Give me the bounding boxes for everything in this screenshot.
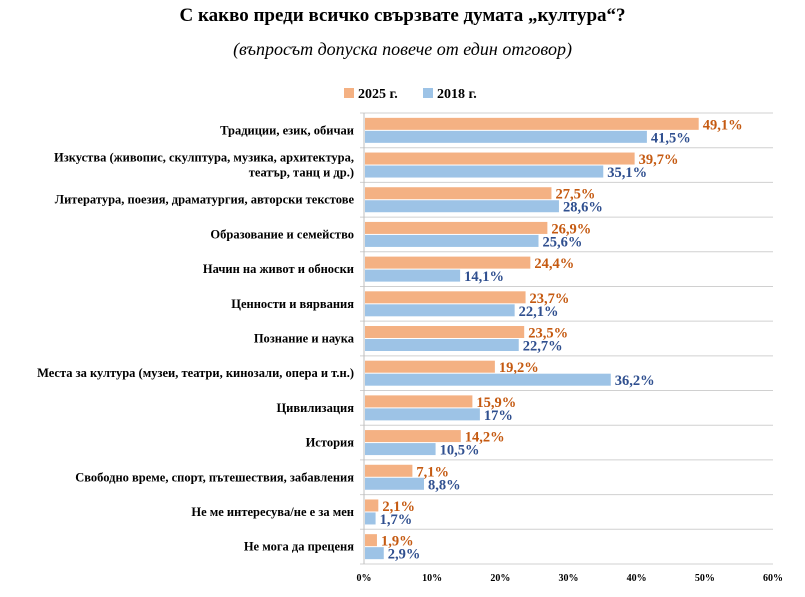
category-label: Литература, поезия, драматургия, авторск… xyxy=(55,193,355,207)
bar-2025 xyxy=(365,152,635,165)
bar-2018 xyxy=(365,269,461,282)
data-label-2018: 22,1% xyxy=(519,304,559,320)
bar-2025 xyxy=(365,326,525,338)
data-label-2025: 39,7% xyxy=(639,152,679,168)
data-label-2018: 35,1% xyxy=(607,165,647,181)
data-label-2025: 49,1% xyxy=(703,117,743,133)
category-label: Начин на живот и обноски xyxy=(203,262,354,276)
bar-2018 xyxy=(365,373,611,386)
bar-2018 xyxy=(365,200,559,213)
data-label-2025: 24,4% xyxy=(534,256,574,272)
category-label: Изкуства (живопис, скулптура, музика, ар… xyxy=(54,151,354,165)
legend-swatch-1 xyxy=(423,88,433,98)
data-label-2018: 22,7% xyxy=(523,339,563,355)
bar-2025 xyxy=(365,395,473,408)
bar-2025 xyxy=(365,117,699,130)
legend-swatch-0 xyxy=(344,88,354,98)
x-tick-label: 50% xyxy=(695,573,715,584)
bar-2018 xyxy=(365,443,436,456)
category-label: Свободно време, спорт, пътешествия, заба… xyxy=(75,470,354,484)
data-label-2018: 1,7% xyxy=(380,512,413,528)
data-label-2018: 8,8% xyxy=(428,477,461,493)
bar-2018 xyxy=(365,547,384,560)
bar-2018 xyxy=(365,339,519,351)
category-label: Познание и наука xyxy=(254,332,355,346)
data-label-2018: 2,9% xyxy=(388,547,421,563)
category-label: История xyxy=(306,436,355,450)
data-label-2018: 14,1% xyxy=(464,269,504,285)
data-label-2018: 28,6% xyxy=(563,200,603,216)
category-label: Традиции, език, обичаи xyxy=(220,123,354,137)
bar-2025 xyxy=(365,360,495,373)
bar-2025 xyxy=(365,464,413,477)
category-label: театър, танц и др.) xyxy=(249,166,354,180)
data-label-2025: 14,2% xyxy=(465,430,505,446)
data-label-2025: 27,5% xyxy=(555,187,595,203)
bar-2018 xyxy=(365,304,515,317)
category-label: Цивилизация xyxy=(276,401,354,415)
data-label-2018: 36,2% xyxy=(615,373,655,389)
bar-2018 xyxy=(365,130,647,143)
bar-2018 xyxy=(365,165,604,178)
bar-2025 xyxy=(365,499,379,512)
data-label-2025: 19,2% xyxy=(499,360,539,376)
bar-2018 xyxy=(365,512,376,525)
x-tick-label: 30% xyxy=(559,573,579,584)
data-label-2018: 25,6% xyxy=(543,234,583,250)
x-tick-label: 20% xyxy=(490,573,510,584)
data-label-2018: 10,5% xyxy=(440,443,480,459)
bar-2025 xyxy=(365,256,531,269)
category-label: Не ме интересува/не е за мен xyxy=(191,505,354,519)
data-label-2025: 15,9% xyxy=(476,395,516,411)
chart-subtitle: (въпросът допуска повече от един отговор… xyxy=(233,39,572,59)
chart-title: С какво преди всичко свързвате думата „к… xyxy=(179,5,626,26)
x-tick-label: 60% xyxy=(763,573,783,584)
category-label: Образование и семейство xyxy=(210,227,354,241)
x-tick-label: 40% xyxy=(627,573,647,584)
data-label-2018: 17% xyxy=(484,408,513,424)
bar-2025 xyxy=(365,430,461,443)
x-tick-label: 10% xyxy=(422,573,442,584)
legend-label-1: 2018 г. xyxy=(437,87,477,102)
data-label-2025: 23,5% xyxy=(528,326,568,342)
category-label: Не мога да преценя xyxy=(244,540,354,554)
category-label: Ценности и вярвания xyxy=(231,297,354,311)
bar-2025 xyxy=(365,291,526,304)
data-label-2025: 7,1% xyxy=(416,464,449,480)
bar-2025 xyxy=(365,187,552,200)
x-tick-label: 0% xyxy=(357,573,372,584)
data-label-2025: 23,7% xyxy=(530,291,570,307)
category-label: Места за култура (музеи, театри, кинозал… xyxy=(37,366,354,380)
bar-2025 xyxy=(365,534,377,547)
data-label-2025: 1,9% xyxy=(381,534,414,550)
data-label-2018: 41,5% xyxy=(651,130,691,146)
data-label-2025: 26,9% xyxy=(551,221,591,237)
bar-2025 xyxy=(365,221,548,234)
data-label-2025: 2,1% xyxy=(382,499,415,515)
bar-2018 xyxy=(365,477,424,490)
bar-2018 xyxy=(365,234,539,247)
bar-2018 xyxy=(365,408,480,421)
legend-label-0: 2025 г. xyxy=(358,87,398,102)
